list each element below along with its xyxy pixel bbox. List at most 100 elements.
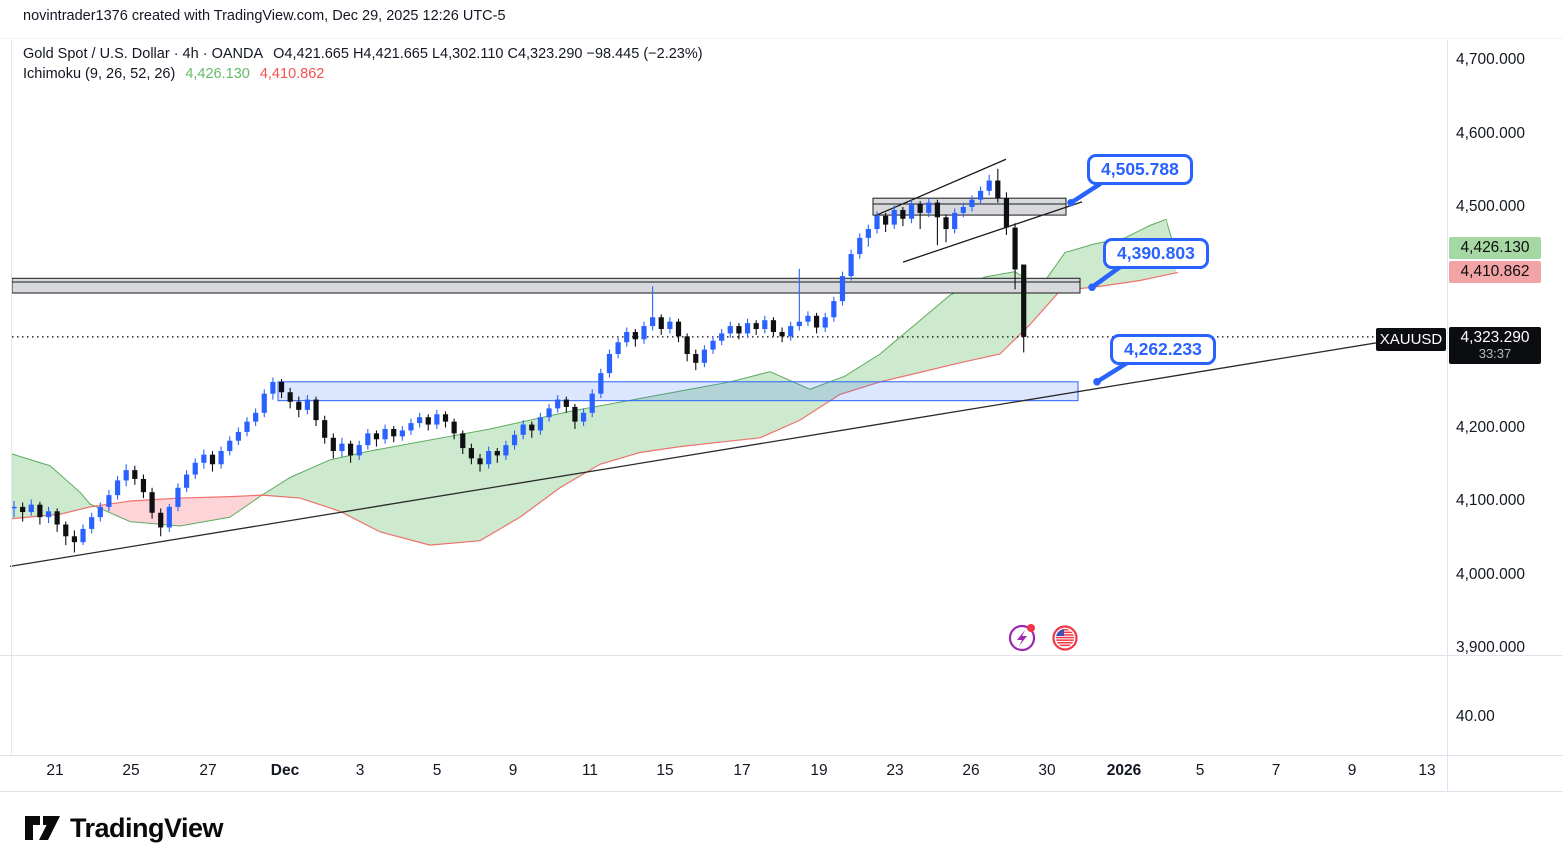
attribution-text: novintrader1376 created with TradingView… xyxy=(23,8,506,24)
ichimoku-cloud-segment xyxy=(692,388,696,446)
ichimoku-cloud-segment xyxy=(124,501,128,521)
price-axis-tick: 4,100.000 xyxy=(1456,492,1525,509)
pane-separator[interactable] xyxy=(0,655,1563,656)
ichimoku-cloud-segment xyxy=(312,466,316,504)
ichimoku-cloud-segment xyxy=(536,417,540,506)
indicator-name[interactable]: Ichimoku (9, 26, 52, 26) xyxy=(23,66,176,82)
support-zone-4262[interactable] xyxy=(277,381,1079,402)
candle-body xyxy=(883,215,889,225)
symbol-header[interactable]: Gold Spot / U.S. Dollar · 4h · OANDA O4,4… xyxy=(23,46,703,62)
candle-body xyxy=(201,454,207,463)
candle-body xyxy=(356,445,362,456)
ichimoku-cloud-segment xyxy=(976,279,980,360)
ichimoku-cloud-segment xyxy=(184,497,188,526)
ichimoku-cloud-segment xyxy=(884,347,888,381)
ichimoku-cloud-segment xyxy=(232,496,236,516)
candle-body xyxy=(209,454,216,465)
candle-body xyxy=(667,321,673,330)
candle-body xyxy=(149,492,155,513)
ichimoku-cloud-segment xyxy=(672,391,676,448)
candle-body xyxy=(908,204,915,219)
ichimoku-cloud-segment xyxy=(280,481,284,497)
bar-countdown: 33:37 xyxy=(1478,346,1512,361)
ichimoku-cloud-segment xyxy=(216,496,220,520)
ichimoku-cloud-segment xyxy=(1088,244,1092,288)
candle-body xyxy=(468,448,474,459)
ichimoku-cloud-segment xyxy=(456,434,460,543)
ascending-trendline[interactable] xyxy=(9,331,1444,568)
price-axis-tick: 4,600.000 xyxy=(1456,124,1525,142)
symbol-title[interactable]: Gold Spot / U.S. Dollar · 4h · OANDA xyxy=(23,46,264,62)
candle-body xyxy=(831,301,837,318)
us-flag-event-icon[interactable] xyxy=(1052,625,1078,651)
time-axis-tick: 23 xyxy=(886,762,904,779)
flag-stripe xyxy=(1056,634,1074,636)
candle-body xyxy=(805,315,811,322)
ichimoku-cloud-segment xyxy=(304,469,308,501)
candle-body xyxy=(529,424,535,431)
time-axis-tick: 3 xyxy=(355,762,365,779)
candle-body xyxy=(140,478,147,493)
ichimoku-cloud-segment xyxy=(140,500,144,523)
ichimoku-cloud-segment xyxy=(688,388,692,446)
channel-line-2[interactable] xyxy=(902,201,1083,263)
ichimoku-cloud-segment xyxy=(428,439,432,545)
ichimoku-cloud-segment xyxy=(76,488,80,511)
ichimoku-cloud-segment xyxy=(324,460,328,508)
time-axis-tick: 5 xyxy=(1195,762,1205,779)
ichimoku-cloud-segment xyxy=(120,501,124,519)
ichimoku-cloud-segment xyxy=(24,457,28,518)
ichimoku-cloud-segment xyxy=(620,401,624,459)
price-callout-label-3[interactable]: 4,262.233 xyxy=(1110,334,1216,365)
ichimoku-cloud-segment xyxy=(480,430,484,541)
channel-line-1[interactable] xyxy=(874,158,1007,217)
ichimoku-cloud-segment xyxy=(696,387,700,445)
ichimoku-lead2-axis-label: 4,410.862 xyxy=(1449,261,1541,283)
tradingview-logo[interactable]: TradingView xyxy=(24,811,224,845)
ichimoku-cloud-segment xyxy=(360,452,364,524)
candle-body xyxy=(80,528,86,543)
time-axis-tick: 27 xyxy=(199,762,217,779)
price-callout-label-1[interactable]: 4,505.788 xyxy=(1087,154,1193,185)
resistance-zone-4390[interactable] xyxy=(11,277,1081,294)
candle-body xyxy=(598,373,604,394)
ichimoku-cloud-segment xyxy=(504,425,508,527)
ichimoku-cloud-segment xyxy=(440,437,444,545)
ichimoku-cloud-segment xyxy=(452,435,456,544)
ichimoku-cloud-segment xyxy=(548,415,552,497)
ichimoku-cloud-segment xyxy=(56,471,60,515)
ichimoku-cloud-segment xyxy=(476,430,480,542)
ichimoku-cloud-segment xyxy=(940,300,944,368)
ichimoku-cloud-segment xyxy=(40,462,44,517)
price-axis-border[interactable] xyxy=(1447,40,1448,791)
ichimoku-cloud-segment xyxy=(16,455,20,519)
ichimoku-cloud-segment xyxy=(652,395,656,451)
ichimoku-cloud-segment xyxy=(252,495,256,503)
candle-body xyxy=(753,323,759,330)
ichimoku-cloud-segment xyxy=(384,447,388,534)
ichimoku-cloud-segment xyxy=(380,448,384,533)
time-axis-border xyxy=(0,755,1563,756)
price-axis-tick: 4,200.000 xyxy=(1456,418,1525,436)
ichimoku-cloud-segment xyxy=(948,294,952,366)
candle-body xyxy=(900,209,906,219)
ichimoku-cloud-segment xyxy=(648,396,652,452)
candle-body xyxy=(270,381,276,394)
ichimoku-cloud-segment xyxy=(448,435,452,544)
ichimoku-cloud-segment xyxy=(616,402,620,460)
ichimoku-cloud-segment xyxy=(924,313,928,372)
indicator-legend[interactable]: Ichimoku (9, 26, 52, 26) 4,426.130 4,410.8… xyxy=(23,66,324,82)
candle-body xyxy=(97,506,103,518)
ichimoku-cloud-segment xyxy=(868,359,872,386)
price-callout-label-2[interactable]: 4,390.803 xyxy=(1103,238,1209,269)
ichimoku-cloud-segment xyxy=(236,496,240,514)
ichimoku-cloud-segment xyxy=(596,405,600,467)
ichimoku-cloud-segment xyxy=(604,404,608,464)
ichimoku-cloud-segment xyxy=(980,277,984,359)
candle-body xyxy=(1003,198,1010,228)
ichimoku-cloud-segment xyxy=(368,450,372,528)
ichimoku-cloud-segment xyxy=(60,474,64,515)
candle-body xyxy=(408,423,414,431)
ichimoku-cloud-segment xyxy=(188,497,192,525)
